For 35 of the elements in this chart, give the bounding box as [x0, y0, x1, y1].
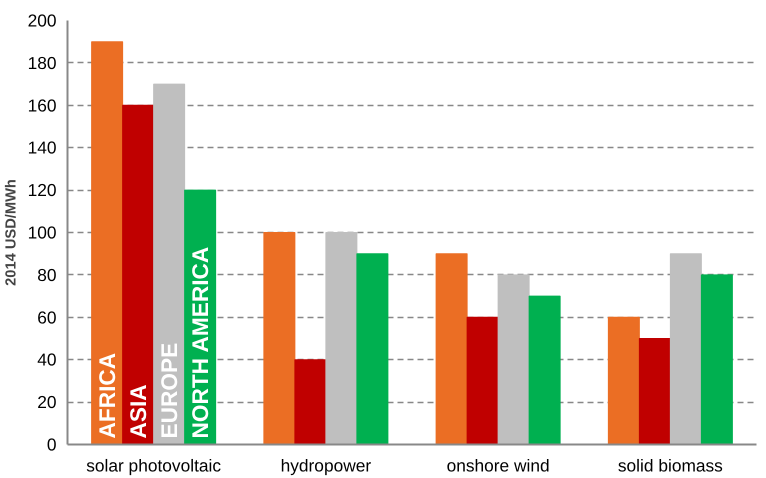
- y-tick-label: 120: [28, 180, 57, 200]
- bar: [700, 274, 733, 444]
- y-tick-label: 40: [37, 350, 57, 370]
- bar: [325, 232, 358, 444]
- x-tick-label: solar photovoltaic: [86, 456, 222, 476]
- y-tick-label: 180: [28, 52, 57, 73]
- y-tick-label: 200: [28, 10, 57, 30]
- bar: [91, 41, 124, 444]
- bar: [498, 274, 530, 444]
- bar: [638, 338, 671, 444]
- bar: [263, 232, 296, 444]
- bar: [122, 104, 154, 444]
- y-tick-label: 140: [28, 138, 57, 158]
- series-label: AFRICA: [94, 352, 120, 438]
- bar: [670, 253, 702, 444]
- bar: [356, 253, 388, 444]
- y-tick-label: 160: [28, 95, 57, 116]
- y-tick-label: 20: [37, 392, 57, 412]
- bar: [153, 84, 186, 444]
- series-label: NORTH AMERICA: [187, 246, 214, 438]
- y-tick-label: 0: [46, 434, 57, 454]
- bar: [608, 316, 640, 444]
- y-tick-label: 100: [28, 222, 57, 242]
- x-tick-label: hydropower: [280, 456, 372, 476]
- series-label: ASIA: [125, 384, 152, 438]
- x-tick-label: onshore wind: [446, 456, 550, 476]
- bar: [294, 359, 326, 444]
- y-tick-label: 60: [37, 307, 57, 328]
- bar: [528, 296, 561, 444]
- y-axis-title: 2014 USD/MWh: [4, 179, 20, 286]
- series-label: EUROPE: [156, 342, 182, 438]
- bar: [436, 253, 468, 444]
- y-tick-label: 80: [37, 264, 57, 285]
- x-tick-label: solid biomass: [618, 456, 724, 476]
- bar: [466, 316, 499, 444]
